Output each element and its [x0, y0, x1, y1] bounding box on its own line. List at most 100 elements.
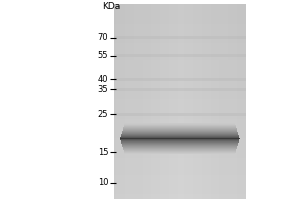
Bar — [114, 53, 246, 55]
Bar — [154, 4, 156, 199]
Bar — [114, 151, 246, 153]
Bar — [213, 4, 215, 199]
Bar — [114, 116, 246, 119]
Bar — [116, 4, 119, 199]
Bar — [114, 89, 246, 92]
Text: 40: 40 — [98, 75, 108, 84]
Bar — [239, 4, 241, 199]
Bar — [114, 197, 246, 199]
Bar — [114, 14, 246, 16]
Bar — [114, 77, 246, 80]
Bar — [114, 102, 246, 104]
Bar — [121, 135, 239, 136]
Bar — [138, 4, 140, 199]
Bar — [114, 119, 246, 121]
Bar — [114, 168, 246, 170]
Bar — [134, 4, 136, 199]
Bar — [149, 4, 152, 199]
Bar — [114, 11, 246, 14]
Bar — [114, 165, 246, 168]
Bar — [121, 142, 238, 143]
Bar — [121, 141, 239, 142]
Bar — [114, 28, 246, 31]
Bar — [114, 4, 246, 7]
Bar — [114, 60, 246, 63]
Bar — [114, 124, 246, 126]
Bar — [122, 145, 238, 146]
Bar — [114, 99, 246, 102]
Bar — [114, 46, 246, 48]
Bar — [127, 4, 130, 199]
Bar — [114, 141, 246, 143]
Bar — [156, 4, 158, 199]
Bar — [114, 126, 246, 129]
Bar — [173, 4, 175, 199]
Bar — [114, 104, 246, 107]
Bar — [123, 147, 237, 148]
Bar — [215, 4, 217, 199]
Bar — [114, 146, 246, 148]
Bar — [121, 134, 238, 135]
Text: 35: 35 — [98, 85, 108, 94]
Bar — [235, 4, 237, 199]
Bar — [114, 48, 246, 50]
Bar — [180, 4, 182, 199]
Bar — [124, 123, 235, 124]
Bar — [136, 4, 138, 199]
Bar — [224, 4, 226, 199]
Bar — [123, 149, 236, 150]
Bar — [114, 9, 246, 11]
Bar — [193, 4, 195, 199]
Text: 70: 70 — [98, 33, 108, 42]
Bar — [122, 133, 238, 134]
Bar — [123, 129, 237, 130]
Bar — [114, 155, 246, 158]
Bar — [221, 4, 224, 199]
Bar — [158, 4, 160, 199]
Text: 10: 10 — [98, 178, 108, 187]
Bar — [122, 131, 238, 132]
Bar — [204, 4, 206, 199]
Bar — [114, 163, 246, 165]
Bar — [182, 4, 184, 199]
Bar — [114, 7, 246, 9]
Bar — [114, 24, 246, 26]
Bar — [178, 4, 180, 199]
Bar — [230, 4, 232, 199]
Bar — [114, 107, 246, 109]
Bar — [114, 185, 246, 187]
Bar — [200, 4, 202, 199]
Bar — [228, 4, 230, 199]
Bar — [114, 31, 246, 33]
Bar — [123, 128, 237, 129]
Bar — [176, 4, 178, 199]
Bar — [186, 4, 189, 199]
Bar — [114, 97, 246, 99]
Bar — [114, 75, 246, 77]
Bar — [114, 65, 246, 68]
Bar — [232, 4, 235, 199]
Bar — [114, 153, 246, 155]
Bar — [171, 4, 173, 199]
Bar — [132, 4, 134, 199]
Bar — [206, 4, 208, 199]
Bar — [114, 58, 246, 60]
Bar — [195, 4, 197, 199]
Bar — [114, 54, 246, 57]
Bar — [114, 38, 246, 41]
Bar — [114, 33, 246, 36]
Bar — [114, 180, 246, 182]
Bar — [145, 4, 147, 199]
Bar — [114, 129, 246, 131]
Bar — [114, 182, 246, 185]
Bar — [122, 146, 237, 147]
Bar — [114, 63, 246, 65]
Bar — [114, 187, 246, 190]
Bar — [114, 148, 246, 151]
Bar — [114, 131, 246, 133]
Bar — [114, 21, 246, 24]
Bar — [114, 160, 246, 163]
Bar — [130, 4, 132, 199]
Bar — [142, 4, 145, 199]
Text: 55: 55 — [98, 51, 108, 60]
